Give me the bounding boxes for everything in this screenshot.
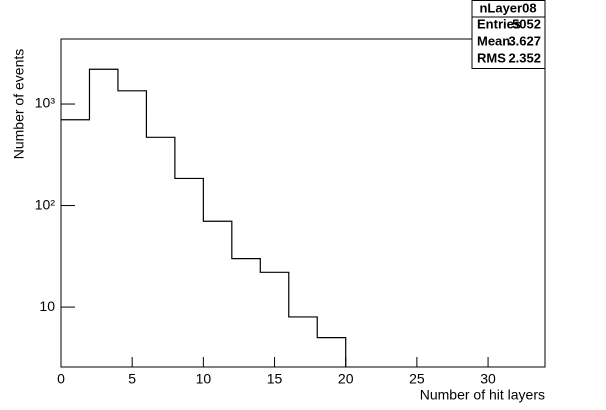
- stats-key: Mean: [477, 33, 510, 48]
- bar: [175, 178, 203, 367]
- y-tick-label: 10²: [35, 196, 56, 212]
- x-tick-label: 25: [409, 371, 425, 387]
- stats-value: 2.352: [508, 50, 541, 65]
- bar: [232, 259, 260, 367]
- bar: [61, 120, 89, 367]
- x-tick-label: 5: [128, 371, 136, 387]
- x-tick-label: 30: [480, 371, 496, 387]
- bar: [203, 221, 231, 367]
- y-tick-label: 10³: [35, 95, 56, 111]
- bar: [317, 338, 345, 367]
- x-tick-label: 20: [338, 371, 354, 387]
- bar: [146, 137, 174, 367]
- x-tick-label: 15: [267, 371, 283, 387]
- bar: [89, 69, 117, 367]
- plot-frame: [60, 38, 546, 368]
- stats-box: nLayer08 Entries 5052 Mean 3.627 RMS 2.3…: [471, 0, 546, 69]
- x-tick-label: 10: [196, 371, 212, 387]
- stats-frame: [471, 0, 546, 69]
- stats-title: nLayer08: [479, 0, 536, 15]
- stats-value: 3.627: [508, 33, 541, 48]
- stats-key: Entries: [477, 16, 521, 31]
- stats-key: RMS: [477, 50, 506, 65]
- histogram-outline: [61, 68, 347, 367]
- x-tick-label: 0: [57, 371, 65, 387]
- bar: [289, 317, 317, 367]
- stats-value: 5052: [512, 16, 541, 31]
- bar: [118, 91, 146, 367]
- bar: [260, 272, 288, 367]
- y-axis-title: Number of events: [11, 49, 27, 160]
- x-axis-title: Number of hit layers: [420, 387, 545, 403]
- y-tick-label: 10: [39, 298, 55, 314]
